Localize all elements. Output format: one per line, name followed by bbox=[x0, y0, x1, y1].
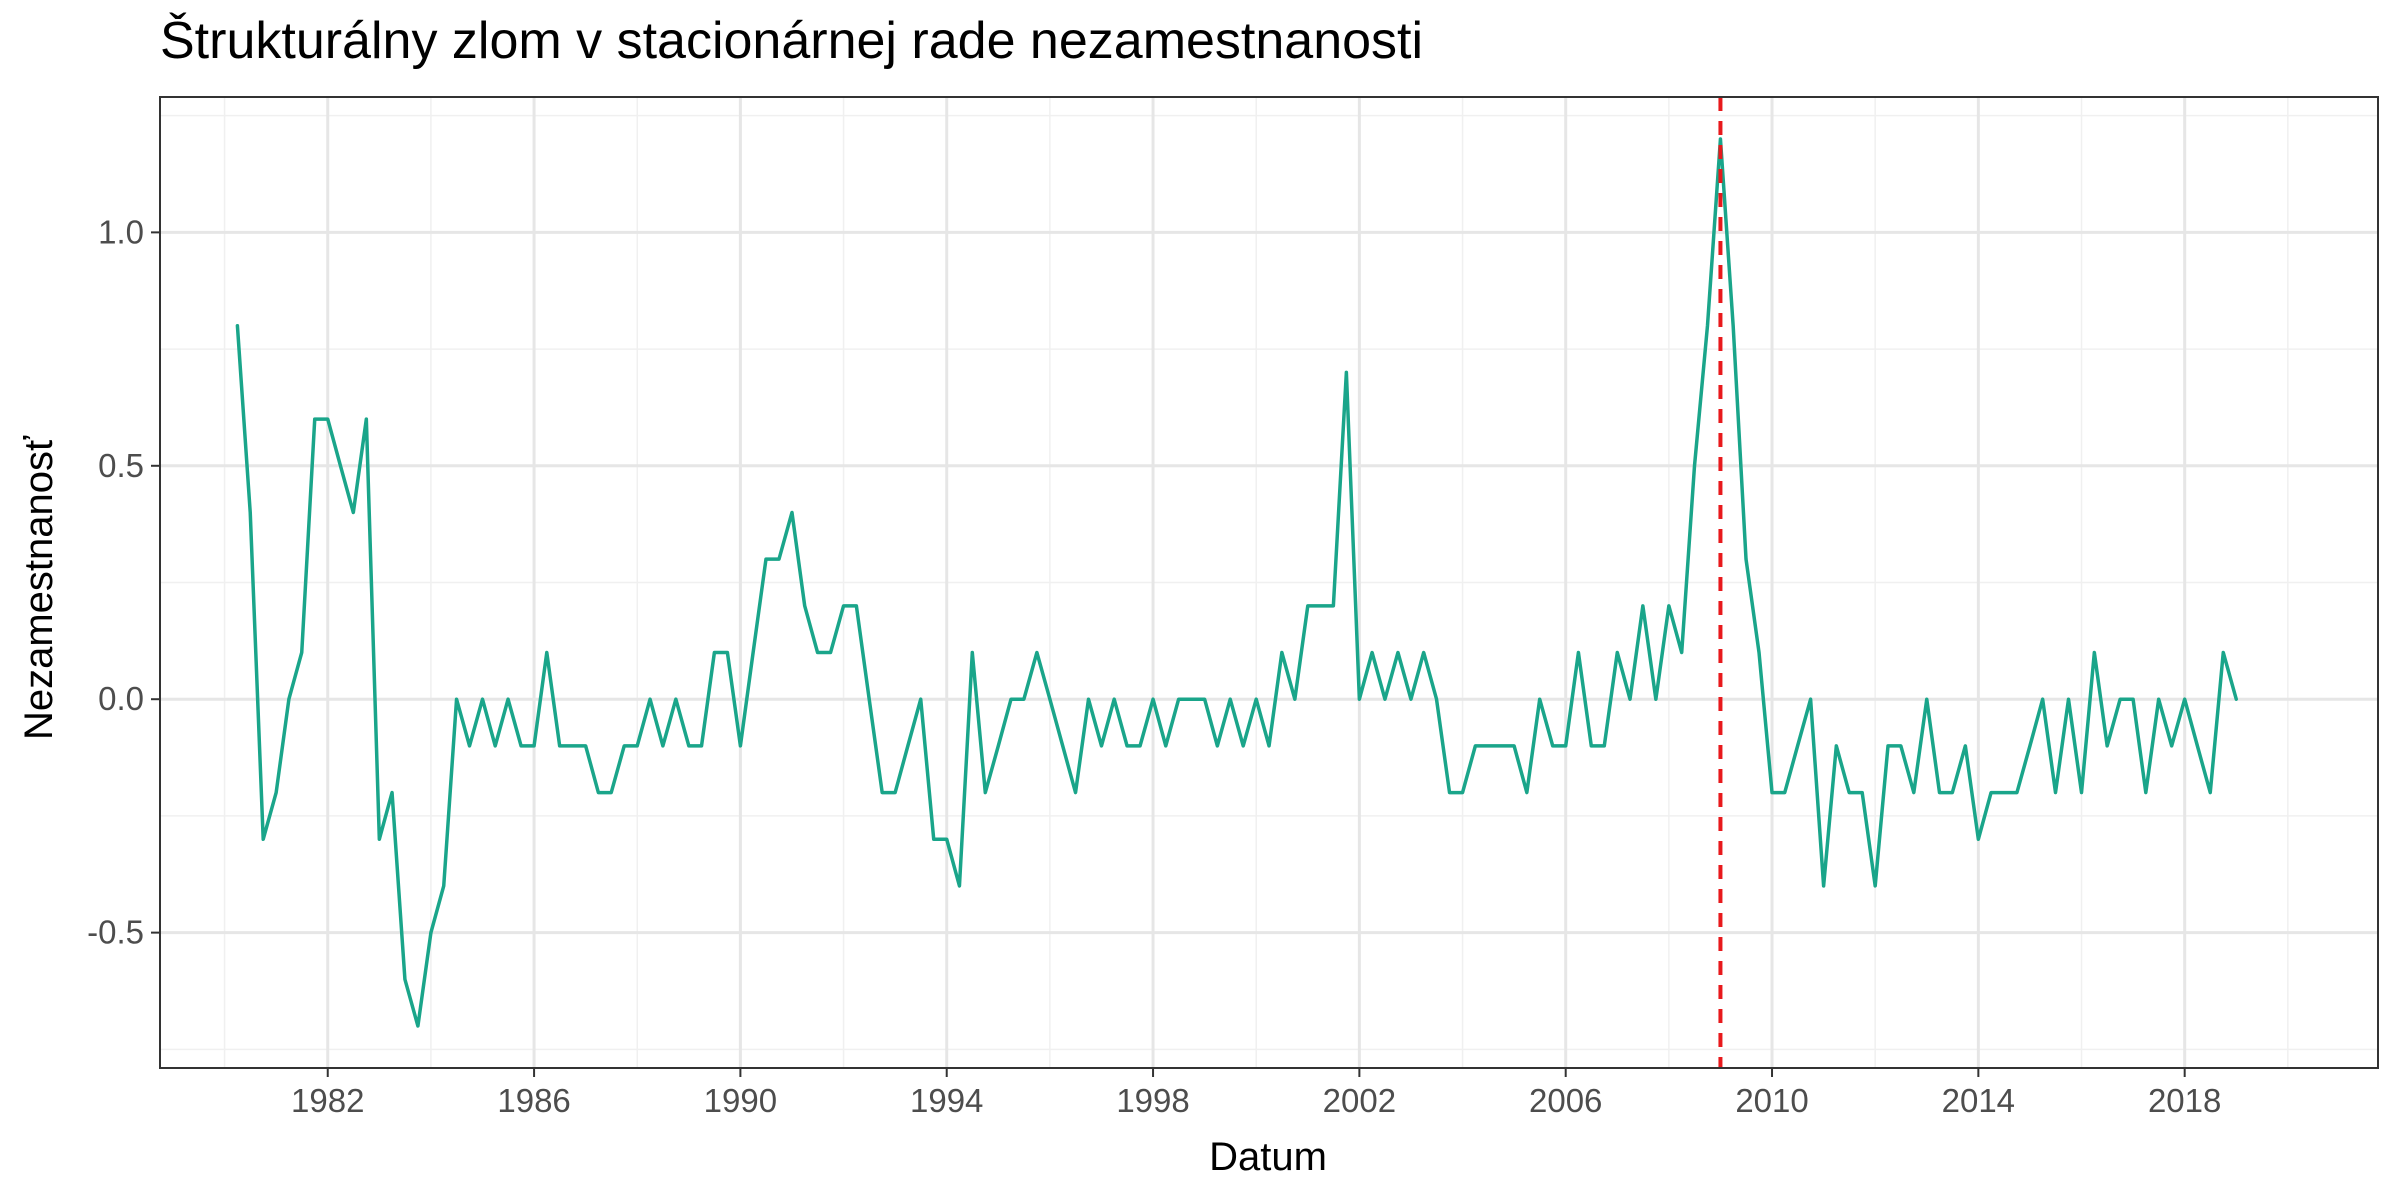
y-tick-label: 0.5 bbox=[98, 447, 144, 484]
x-tick-label: 2006 bbox=[1529, 1082, 1602, 1119]
x-tick-label: 1986 bbox=[497, 1082, 570, 1119]
major-gridlines bbox=[160, 97, 2378, 1068]
series-line bbox=[235, 137, 2239, 1028]
y-tick-label: 1.0 bbox=[98, 213, 144, 250]
plot-panel-border bbox=[159, 96, 2379, 1069]
x-tick-label: 2018 bbox=[2148, 1082, 2221, 1119]
x-tick-label: 2010 bbox=[1735, 1082, 1808, 1119]
x-tick-label: 1998 bbox=[1116, 1082, 1189, 1119]
y-tick-label: 0.0 bbox=[98, 680, 144, 717]
x-axis-title: Datum bbox=[1209, 1135, 1327, 1179]
y-axis: -0.5 0.0 0.5 1.0 bbox=[87, 213, 160, 951]
x-tick-label: 1990 bbox=[704, 1082, 777, 1119]
chart-title: Štrukturálny zlom v stacionárnej rade ne… bbox=[160, 12, 1423, 70]
y-tick-label: -0.5 bbox=[87, 914, 144, 951]
x-tick-label: 1994 bbox=[910, 1082, 983, 1119]
x-tick-label: 2014 bbox=[1942, 1082, 2015, 1119]
y-axis-title: Nezamestnanosť bbox=[17, 435, 61, 740]
x-tick-label: 2002 bbox=[1323, 1082, 1396, 1119]
minor-gridlines bbox=[160, 97, 2378, 1068]
x-tick-label: 1982 bbox=[291, 1082, 364, 1119]
x-axis: 1982 1986 1990 1994 1998 2002 2006 2010 2014 2018 bbox=[291, 1068, 2221, 1119]
series-layer bbox=[235, 137, 2239, 1028]
